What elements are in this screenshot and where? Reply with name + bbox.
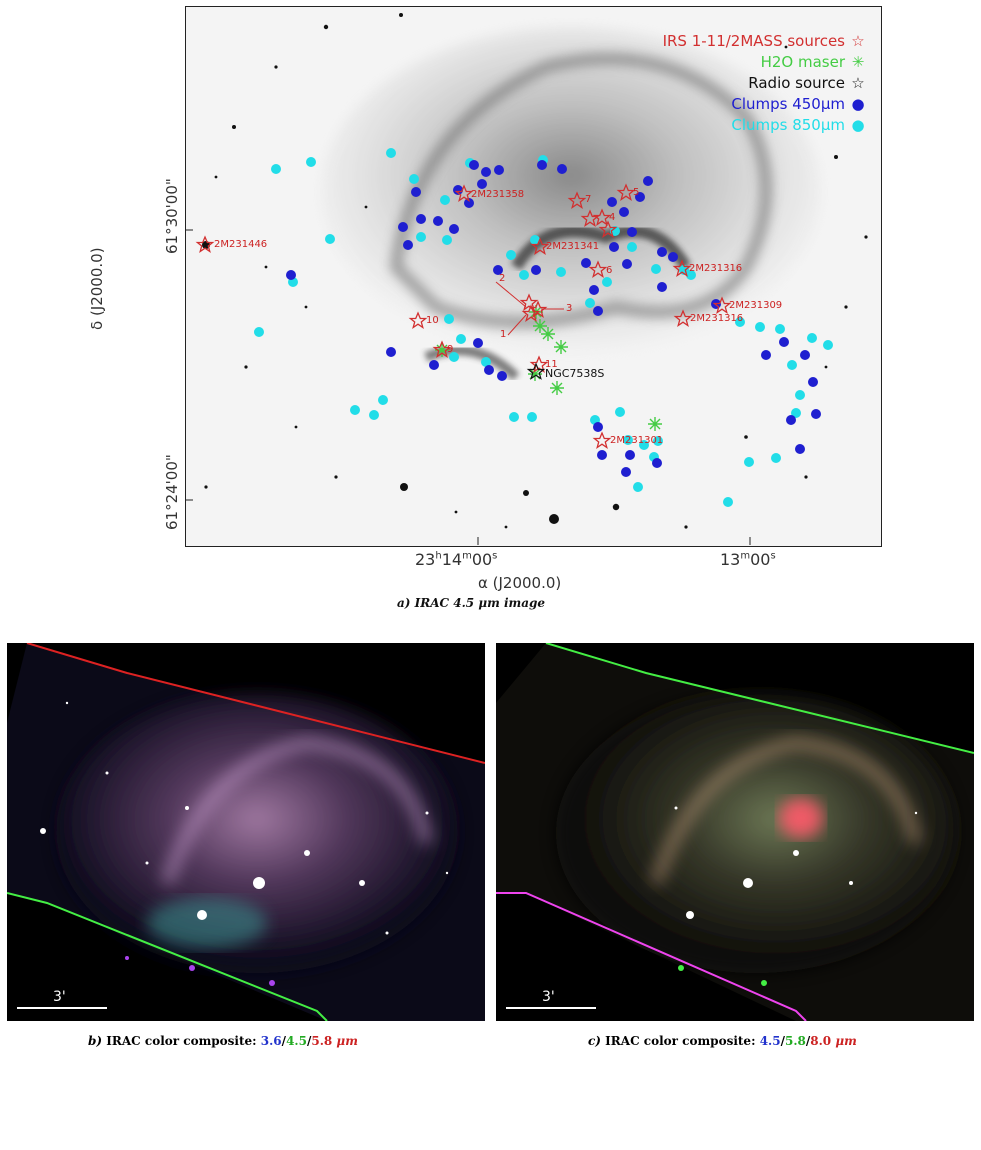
legend-clumps-850: Clumps 850μm ● bbox=[731, 116, 865, 134]
composite-image-c bbox=[496, 643, 974, 1021]
legend-maser: H2O maser ✳ bbox=[760, 53, 865, 71]
caption-b: b) IRAC color composite: 3.6/4.5/5.8 μm bbox=[88, 1034, 358, 1048]
caption-a: a) IRAC 4.5 μm image bbox=[397, 596, 546, 610]
irs-sources-layer bbox=[196, 184, 731, 449]
clumps-850-layer bbox=[254, 148, 833, 507]
source-label: 5 bbox=[633, 187, 640, 198]
source-label: 7 bbox=[585, 194, 592, 205]
irac-composite-b: 3' bbox=[7, 643, 485, 1021]
y-tick-label: 61°30'00" bbox=[163, 178, 181, 254]
source-label: 2M231316 bbox=[690, 313, 744, 324]
source-label: 9 bbox=[447, 344, 454, 355]
source-label: 2M231341 bbox=[546, 241, 600, 252]
source-label: 11 bbox=[545, 359, 558, 370]
source-label: 2M231316 bbox=[689, 263, 743, 274]
composite-image-b bbox=[7, 643, 485, 1021]
scale-bar bbox=[506, 1007, 596, 1009]
clumps-450-layer bbox=[286, 160, 821, 477]
radio-source-label: NGC7538S bbox=[545, 367, 605, 380]
y-axis-label: δ (J2000.0) bbox=[88, 247, 106, 330]
source-label: 2 bbox=[499, 273, 506, 284]
x-tick-label: 13m00s bbox=[720, 550, 776, 569]
source-label: 10 bbox=[426, 315, 439, 326]
source-label: 3 bbox=[566, 303, 573, 314]
legend-radio: Radio source ☆ bbox=[748, 74, 865, 92]
y-tick-label: 61°24'00" bbox=[163, 454, 181, 530]
legend-irs: IRS 1-11/2MASS sources ☆ bbox=[662, 32, 865, 50]
legend-clumps-450: Clumps 450μm ● bbox=[731, 95, 865, 113]
source-label: 2M231309 bbox=[729, 300, 783, 311]
x-axis-label: α (J2000.0) bbox=[478, 574, 562, 592]
source-label: 2M231301 bbox=[610, 435, 664, 446]
source-label: 2M231446 bbox=[214, 239, 268, 250]
field-stars bbox=[202, 13, 868, 529]
scale-label: 3' bbox=[542, 989, 555, 1005]
source-label: 6 bbox=[606, 265, 613, 276]
source-label: 4 bbox=[609, 212, 616, 223]
scale-label: 3' bbox=[53, 989, 66, 1005]
irac-4-5-image: 2M231446 2M231358 7 5 4 2M231341 6 2M231… bbox=[185, 6, 882, 547]
caption-c: c) IRAC color composite: 4.5/5.8/8.0 μm bbox=[588, 1034, 857, 1048]
irac-composite-c: 3' bbox=[496, 643, 974, 1021]
source-label: 1 bbox=[500, 329, 507, 340]
legend: IRS 1-11/2MASS sources ☆ H2O maser ✳ Radio… bbox=[663, 31, 867, 136]
source-label: 2M231358 bbox=[471, 189, 525, 200]
x-tick-label: 23h14m00s bbox=[415, 550, 498, 569]
scale-bar bbox=[17, 1007, 107, 1009]
nebula-image bbox=[186, 7, 881, 546]
